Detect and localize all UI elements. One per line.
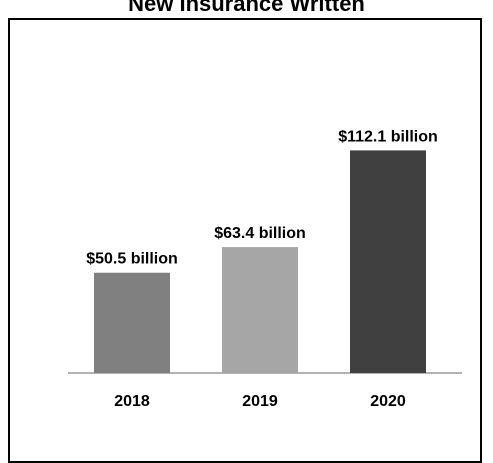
data-label-2018: $50.5 billion: [86, 251, 178, 268]
x-tick-label-2020: 2020: [370, 393, 406, 410]
data-label-2020: $112.1 billion: [338, 128, 438, 145]
x-tick-label-2019: 2019: [242, 393, 278, 410]
chart-title: New Insurance Written: [128, 0, 365, 16]
bar-2018: [94, 272, 170, 373]
bar-2020: [350, 150, 426, 373]
data-label-2019: $63.4 billion: [214, 225, 306, 242]
x-tick-label-2018: 2018: [114, 393, 150, 410]
bar-2019: [222, 247, 298, 373]
